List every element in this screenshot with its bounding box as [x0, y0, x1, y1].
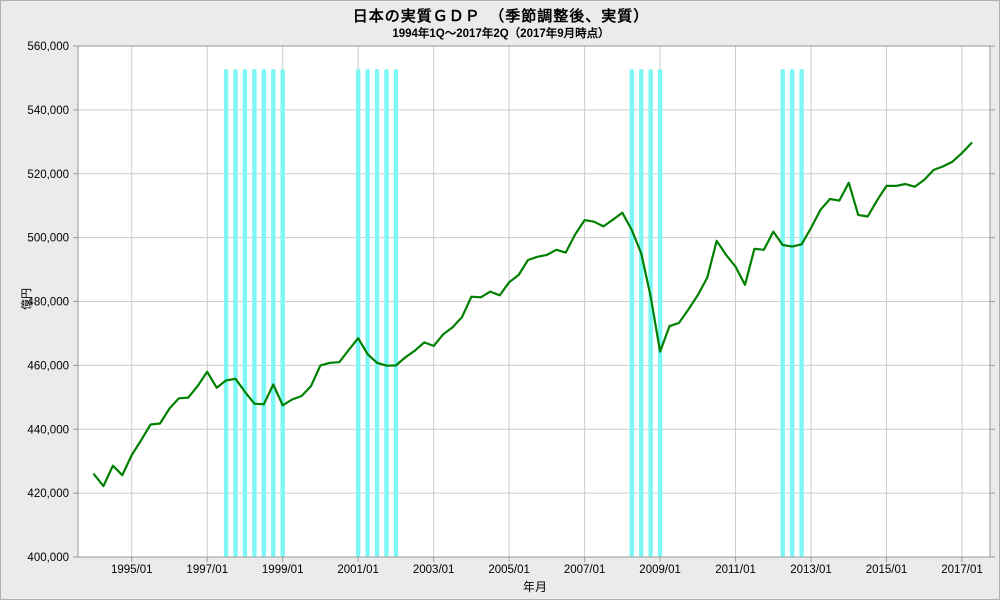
recession-bar [271, 69, 276, 557]
gdp-line [92, 142, 973, 488]
y-tick-label: 420,000 [27, 488, 69, 500]
x-tick-label: 1997/01 [186, 564, 228, 576]
y-tick-label: 560,000 [27, 41, 69, 53]
x-tick-label: 1999/01 [262, 564, 304, 576]
recession-bar [280, 69, 285, 557]
y-tick-label: 440,000 [27, 424, 69, 436]
y-tick-label: 460,000 [27, 360, 69, 372]
x-tick-label: 2001/01 [337, 564, 379, 576]
recession-bar [384, 69, 389, 557]
y-tick-label: 400,000 [27, 552, 69, 564]
y-tick-label: 480,000 [27, 297, 69, 309]
x-axis-title: 年月 [522, 580, 547, 594]
recession-bar [223, 69, 229, 557]
x-tick-label: 2003/01 [413, 564, 455, 576]
y-axis-title: 億円 [21, 288, 33, 310]
recession-bar [393, 69, 399, 557]
x-tick-label: 2013/01 [790, 564, 832, 576]
recession-bar [648, 69, 653, 557]
recession-bar [780, 69, 785, 557]
recession-bar [629, 69, 634, 557]
recession-bar [639, 69, 644, 557]
x-tick-label: 2011/01 [715, 564, 756, 576]
recession-bar [233, 69, 238, 557]
y-tick-label: 520,000 [27, 169, 69, 181]
recession-bar [789, 69, 795, 557]
recession-bar [355, 69, 361, 557]
recession-bar [242, 69, 248, 557]
x-tick-label: 2015/01 [866, 564, 908, 576]
x-tick-label: 2017/01 [941, 564, 983, 576]
x-tick-label: 2009/01 [639, 564, 681, 576]
chart-subtitle: 1994年1Q～2017年2Q（2017年9月時点） [392, 28, 610, 40]
recession-bar [799, 69, 804, 557]
x-tick-label: 2007/01 [564, 564, 606, 576]
chart-title: 日本の実質ＧＤＰ （季節調整後、実質） [352, 8, 650, 25]
x-tick-label: 2005/01 [488, 564, 530, 576]
recession-bar [657, 69, 663, 557]
x-tick-label: 1995/01 [111, 564, 153, 576]
recession-bar [374, 69, 380, 557]
recession-bar [252, 69, 257, 557]
recession-bar [261, 69, 267, 557]
y-tick-label: 500,000 [27, 233, 69, 245]
recession-bar [365, 69, 370, 557]
y-tick-label: 540,000 [27, 105, 69, 117]
